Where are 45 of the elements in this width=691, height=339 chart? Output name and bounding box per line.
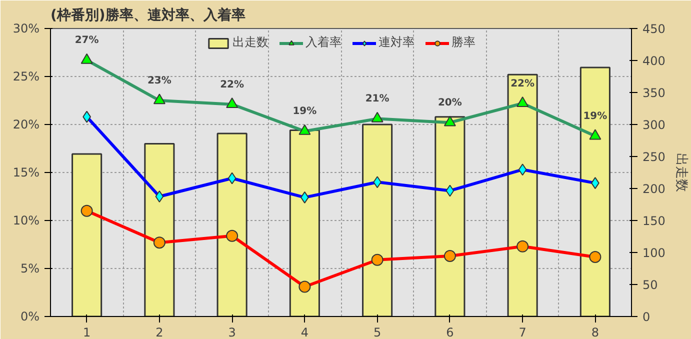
y-tick-label: 5% bbox=[20, 262, 40, 276]
legend-label: 入着率 bbox=[306, 34, 342, 51]
data-label: 20% bbox=[438, 98, 462, 109]
bar bbox=[144, 142, 175, 316]
x-tick-label: 6 bbox=[446, 326, 454, 339]
y2-tick-label: 300 bbox=[642, 118, 666, 132]
bar bbox=[434, 116, 466, 316]
y2-tick-label: 50 bbox=[642, 278, 658, 292]
x-tick-label: 8 bbox=[591, 326, 600, 339]
bar bbox=[580, 66, 610, 316]
legend-label: 出走数 bbox=[232, 34, 268, 51]
y2-tick-label: 100 bbox=[642, 246, 666, 260]
data-label: 21% bbox=[365, 94, 390, 105]
data-label: 22% bbox=[220, 79, 244, 90]
x-tick-label: 3 bbox=[228, 326, 236, 339]
y-tick-label: 30% bbox=[12, 22, 40, 36]
bar bbox=[216, 132, 248, 316]
y2-tick-label: 450 bbox=[642, 22, 666, 36]
y-tick-label: 25% bbox=[12, 70, 40, 84]
y-tick-label: 0% bbox=[20, 310, 40, 324]
y2-tick-label: 400 bbox=[642, 54, 666, 68]
y-tick-label: 15% bbox=[12, 166, 40, 180]
y2-tick-label: 200 bbox=[642, 182, 666, 196]
x-tick-label: 7 bbox=[518, 326, 526, 339]
x-tick-label: 4 bbox=[300, 326, 309, 339]
data-label: 27% bbox=[74, 35, 99, 46]
y2-tick-label: 350 bbox=[642, 86, 666, 100]
y2-tick-label: 0 bbox=[642, 310, 650, 324]
data-label: 23% bbox=[147, 76, 172, 86]
chart-title: (枠番別)勝率、連対率、入着率 bbox=[50, 6, 246, 24]
x-tick-label: 5 bbox=[373, 326, 382, 339]
legend-label: 勝率 bbox=[452, 34, 476, 51]
y2-tick-label: 150 bbox=[642, 214, 666, 228]
y2-tick-label: 250 bbox=[642, 150, 666, 164]
x-tick-label: 2 bbox=[156, 326, 164, 339]
legend-label: 連対率 bbox=[378, 34, 414, 51]
y2-axis-title: 出走数 bbox=[673, 153, 688, 192]
bar bbox=[507, 74, 538, 316]
y-tick-label: 20% bbox=[12, 118, 40, 132]
x-tick-label: 1 bbox=[82, 326, 91, 339]
y-tick-label: 10% bbox=[12, 214, 40, 228]
data-label: 19% bbox=[583, 111, 608, 122]
bar bbox=[72, 153, 102, 316]
data-label: 22% bbox=[510, 78, 535, 90]
data-label: 19% bbox=[292, 106, 317, 118]
